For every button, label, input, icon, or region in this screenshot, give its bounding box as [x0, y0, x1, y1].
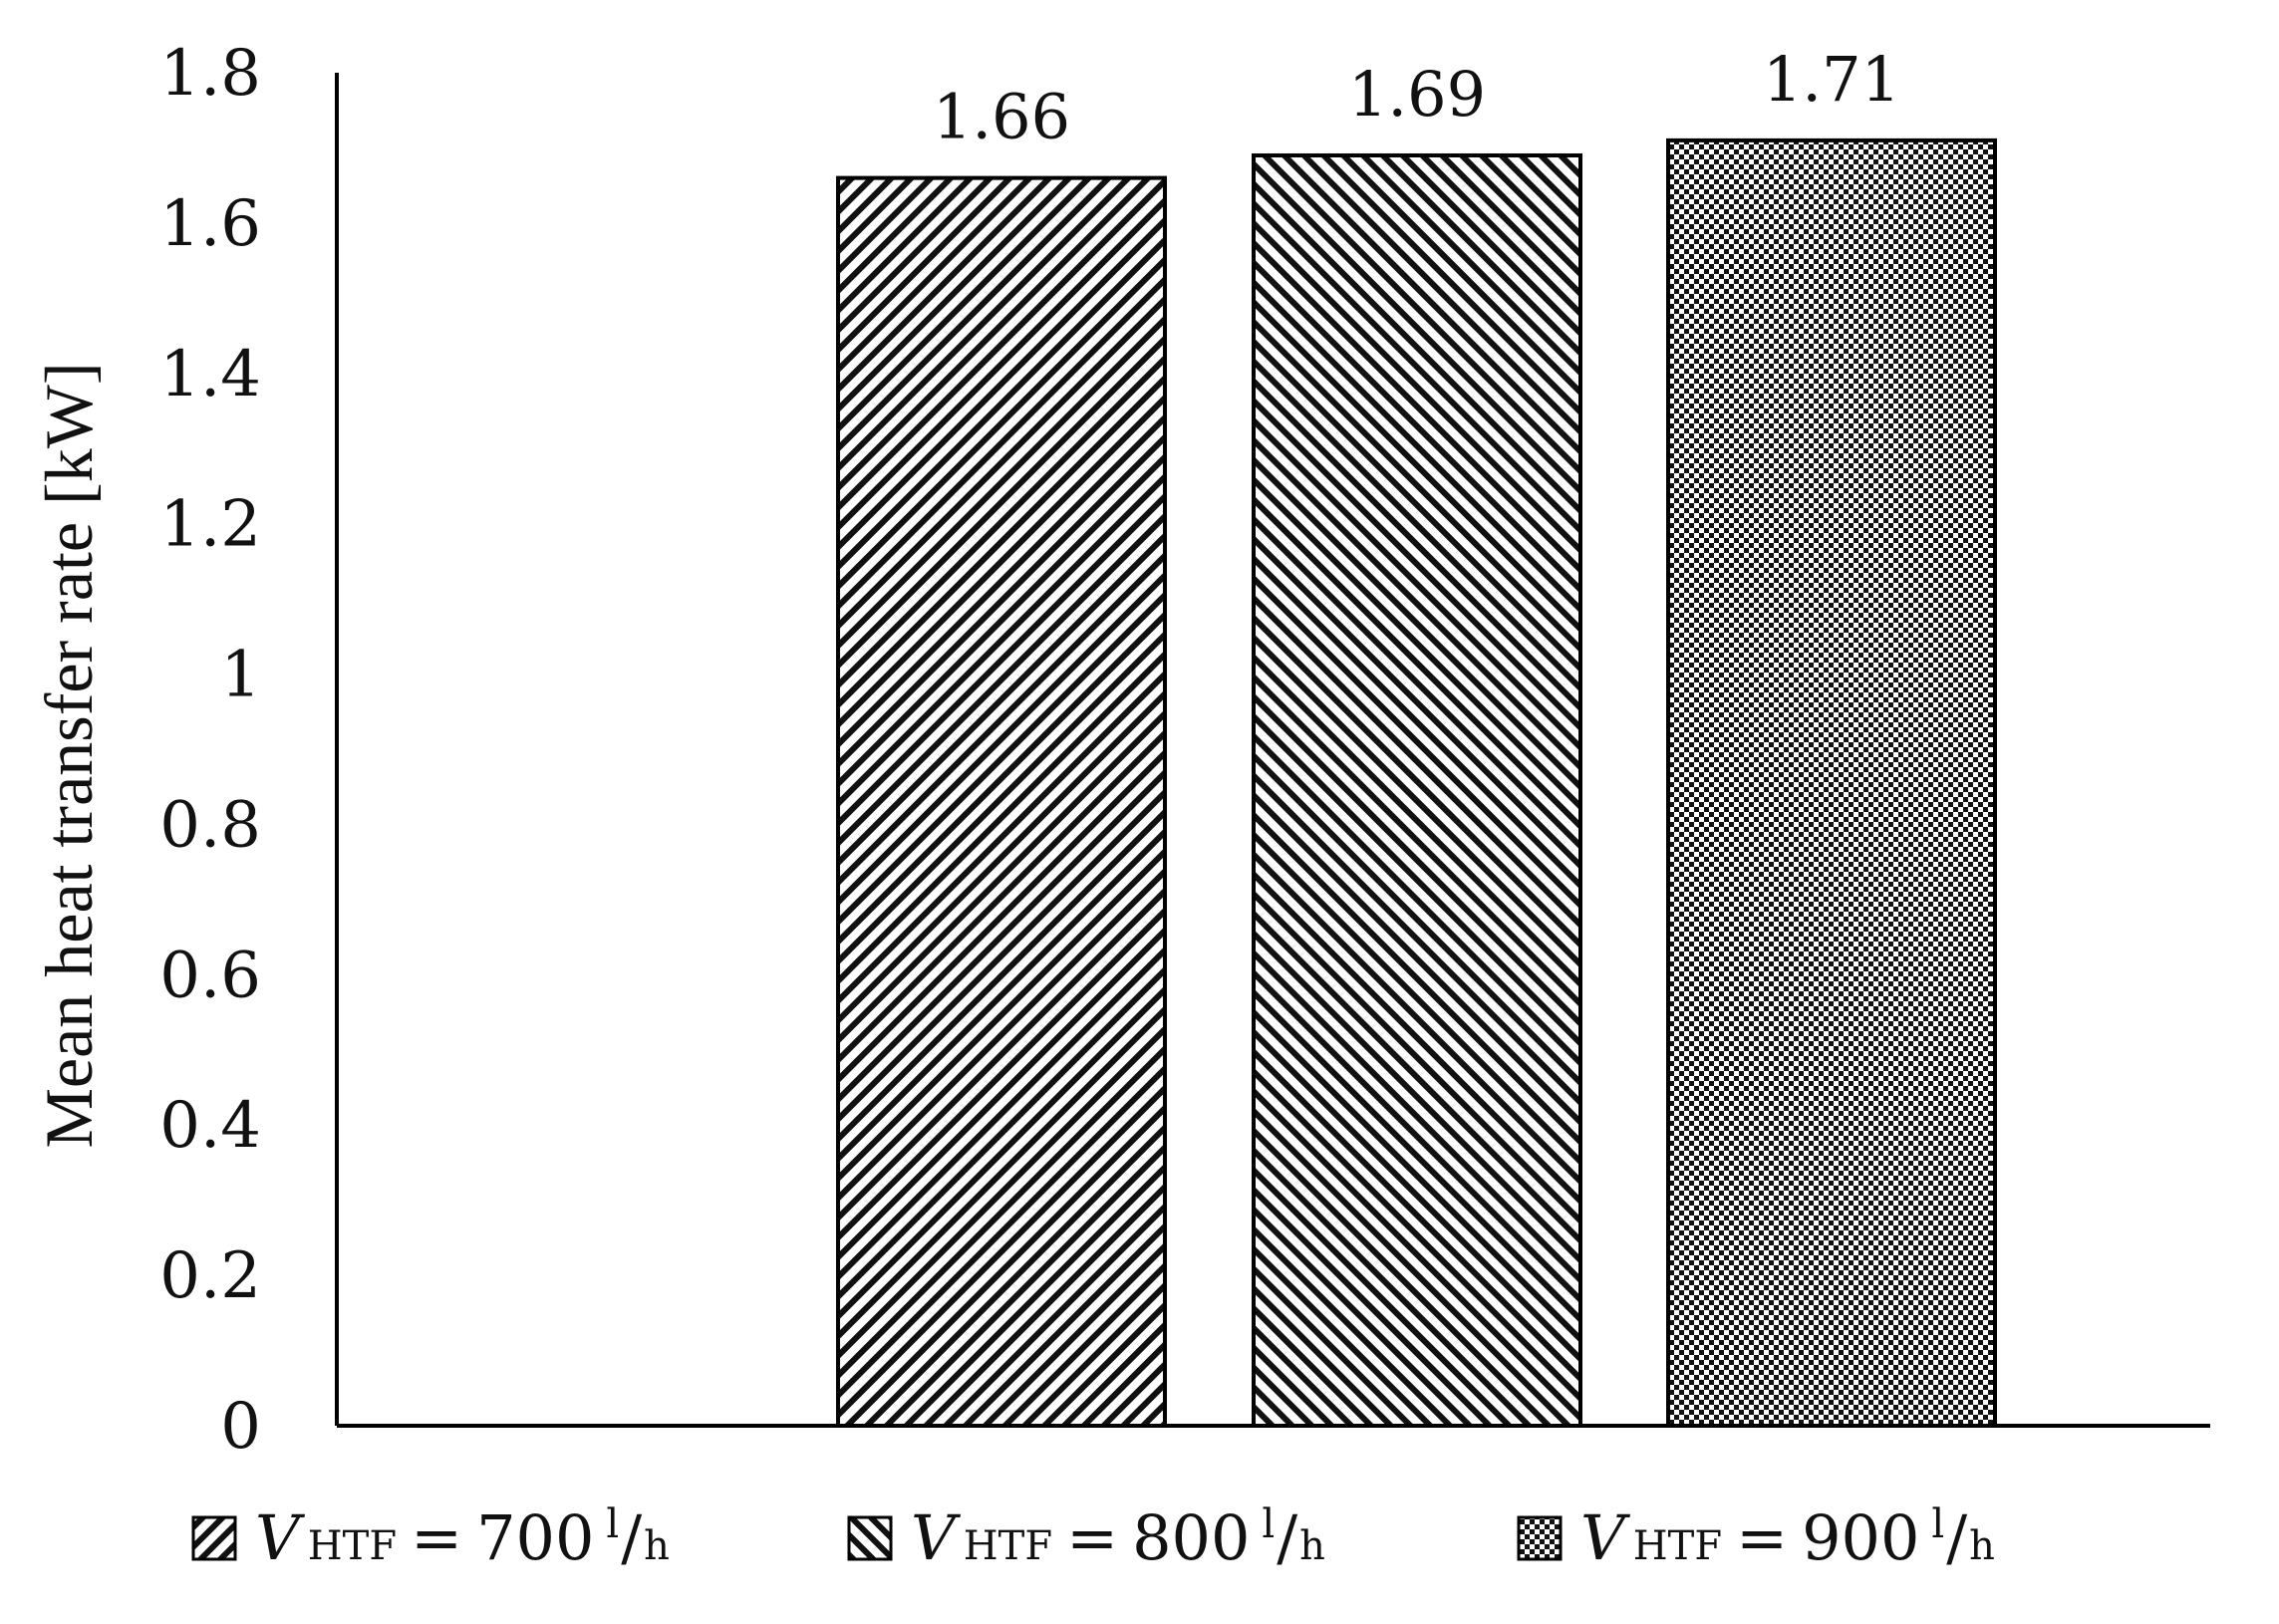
y-tick-label: 0.4 — [159, 1089, 261, 1163]
legend-swatch — [847, 1515, 893, 1561]
data-label-1: 1.66 — [933, 81, 1070, 153]
y-tick-label: 1.2 — [159, 488, 261, 562]
y-axis-title: Mean heat transfer rate [kW] — [31, 362, 107, 1148]
y-tick-label: 1 — [220, 639, 261, 712]
data-label-2: 1.69 — [1348, 58, 1486, 131]
y-tick-label: 1.6 — [159, 187, 261, 261]
bar-1 — [836, 175, 1167, 1429]
data-label-3: 1.71 — [1763, 43, 1900, 116]
y-tick-label: 1.4 — [159, 338, 261, 411]
bar-3 — [1666, 137, 1997, 1428]
bar-2 — [1252, 152, 1582, 1428]
y-tick-label: 0.6 — [159, 939, 261, 1012]
data-labels: 1.66 1.69 1.71 — [933, 43, 1900, 153]
y-tick-label: 1.8 — [159, 37, 261, 111]
y-tick-label: 0.8 — [159, 788, 261, 862]
legend-entry-1: V HTF = 700 l/h — [191, 1501, 670, 1574]
legend: V HTF = 700 l/h V HTF = 800 l/h V HTF = 900 l/h — [191, 1501, 1995, 1574]
bars — [836, 137, 1997, 1429]
legend-swatch — [191, 1515, 237, 1561]
legend-swatch — [1517, 1515, 1563, 1561]
y-axis-tick-labels: 0 0.2 0.4 0.6 0.8 1 1.2 1.4 1.6 1.8 — [159, 37, 261, 1464]
y-tick-label: 0.2 — [159, 1239, 261, 1313]
legend-entry-3: V HTF = 900 l/h — [1517, 1501, 1995, 1574]
legend-label: V HTF = 900 l/h — [1580, 1501, 1995, 1574]
legend-label: V HTF = 800 l/h — [911, 1501, 1325, 1574]
legend-entry-2: V HTF = 800 l/h — [847, 1501, 1325, 1574]
legend-label: V HTF = 700 l/h — [255, 1501, 670, 1574]
y-tick-label: 0 — [220, 1390, 261, 1464]
